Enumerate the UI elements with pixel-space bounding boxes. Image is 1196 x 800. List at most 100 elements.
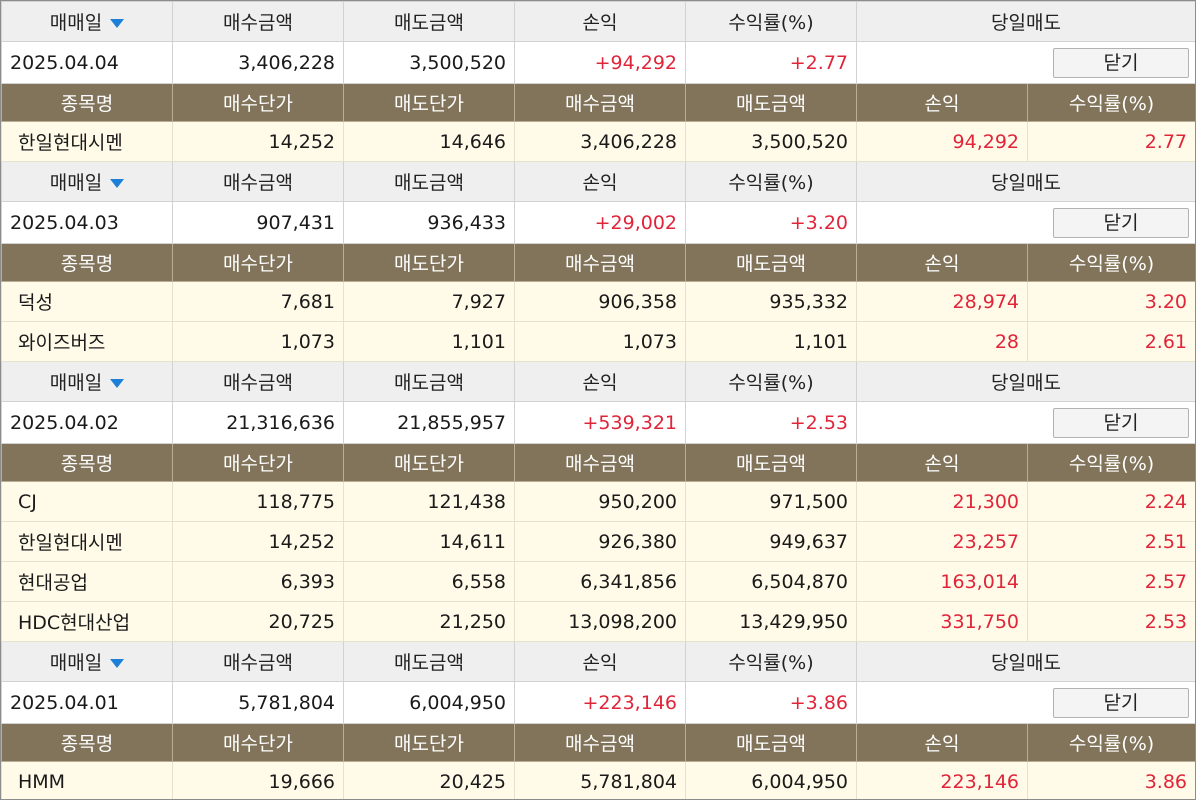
buy-price: 14,252 (268, 530, 335, 553)
stock-row[interactable]: HMM 19,666 20,425 5,781,804 6,004,950 223,146… (1, 761, 1195, 799)
return-rate-value: +2.53 (789, 411, 848, 434)
trade-date-value: 2025.04.02 (10, 411, 119, 434)
stock-row[interactable]: 한일현대시멘 14,252 14,646 3,406,228 3,500,520 94,2… (1, 121, 1195, 162)
sell-price-header-label: 매도단가 (394, 253, 464, 275)
sell-amount-value: 3,500,520 (409, 51, 506, 74)
sell-amount: 3,500,520 (751, 130, 848, 153)
sell-amount: 949,637 (769, 530, 848, 553)
same-day-sell-header: 당일매도 (855, 161, 1195, 202)
group-summary-row: 2025.04.04 3,406,228 3,500,520 +94,292 +2.77… (1, 41, 1195, 84)
stock-row[interactable]: 한일현대시멘 14,252 14,611 926,380 949,637 23,257 2.… (1, 521, 1195, 562)
sell-amount-header-label: 매도금액 (394, 12, 464, 34)
buy-amount: 5,781,804 (580, 770, 677, 793)
profit: 331,750 (940, 610, 1019, 633)
group-header-row: 매매일 매수금액 매도금액 손익 수익률(%) 당일매도 (1, 1, 1195, 42)
stock-row[interactable]: HDC현대산업 20,725 21,250 13,098,200 13,429,950 3… (1, 601, 1195, 642)
buy-amount-header: 매수금액 (172, 641, 344, 682)
stock-name-cell: 덕성 (1, 281, 173, 322)
same-day-sell-header: 당일매도 (855, 361, 1195, 402)
buy-price-cell: 6,393 (172, 561, 344, 602)
profit: 223,146 (940, 770, 1019, 793)
buy-price-header-label: 매수단가 (223, 93, 293, 115)
trade-date-sort-header[interactable]: 매매일 (1, 161, 173, 202)
buy-amount-cell: 3,406,228 (514, 121, 686, 162)
stock-name-cell: HMM (1, 761, 173, 799)
return-rate-header-label: 수익률(%) (728, 12, 814, 34)
sell-amount-value: 21,855,957 (397, 411, 506, 434)
sell-amount: 935,332 (769, 290, 848, 313)
close-button[interactable]: 닫기 (1053, 407, 1190, 438)
profit-header: 손익 (856, 83, 1028, 122)
return-rate-header-label: 수익률(%) (728, 172, 814, 194)
buy-amount-value: 5,781,804 (238, 691, 335, 714)
detail-header-row: 종목명 매수단가 매도단가 매수금액 매도금액 손익 수익률(%) (1, 243, 1195, 282)
return-rate-cell: +2.77 (685, 41, 857, 84)
profit-cell: +539,321 (514, 401, 686, 444)
trade-date-header-label: 매매일 (49, 372, 103, 394)
stock-name: HMM (18, 770, 66, 793)
stock-row[interactable]: 덕성 7,681 7,927 906,358 935,332 28,974 3.20 (1, 281, 1195, 322)
sell-amount-header: 매도금액 (343, 641, 515, 682)
return-rate: 2.61 (1144, 330, 1188, 353)
sell-amount-header: 매도금액 (685, 243, 857, 282)
stock-row[interactable]: 현대공업 6,393 6,558 6,341,856 6,504,870 163,014 2… (1, 561, 1195, 602)
return-rate-header: 수익률(%) (1026, 83, 1195, 122)
group-summary-row: 2025.04.01 5,781,804 6,004,950 +223,146 +3.8… (1, 681, 1195, 724)
profit-value: +539,321 (582, 411, 678, 434)
same-day-sell-header-label: 당일매도 (991, 372, 1061, 394)
stock-name-cell: 한일현대시멘 (1, 121, 173, 162)
buy-amount-cell: 926,380 (514, 521, 686, 562)
stock-name-header: 종목명 (1, 243, 173, 282)
return-rate: 2.24 (1144, 490, 1188, 513)
same-day-sell-header-label: 당일매도 (991, 172, 1061, 194)
profit-cell: 223,146 (856, 761, 1028, 799)
stock-name: CJ (18, 490, 37, 513)
sell-price: 14,646 (439, 130, 506, 153)
close-button[interactable]: 닫기 (1053, 47, 1190, 78)
buy-amount-cell: 13,098,200 (514, 601, 686, 642)
sell-amount-cell: 6,004,950 (685, 761, 857, 799)
stock-name: 현대공업 (18, 572, 88, 594)
buy-amount-cell: 3,406,228 (172, 41, 344, 84)
return-rate: 2.77 (1144, 130, 1188, 153)
return-rate-value: +3.20 (789, 211, 848, 234)
profit-cell: +223,146 (514, 681, 686, 724)
return-rate-cell: 2.61 (1026, 321, 1195, 362)
stock-row[interactable]: CJ 118,775 121,438 950,200 971,500 21,300 2.24 (1, 481, 1195, 522)
sort-down-icon (110, 179, 125, 188)
profit: 28 (994, 330, 1019, 353)
same-day-sell-header-label: 당일매도 (991, 12, 1061, 34)
group-header-row: 매매일 매수금액 매도금액 손익 수익률(%) 당일매도 (1, 641, 1195, 682)
return-rate-header: 수익률(%) (1026, 243, 1195, 282)
trade-date-sort-header[interactable]: 매매일 (1, 361, 173, 402)
return-rate-cell: 3.20 (1026, 281, 1195, 322)
trade-date-sort-header[interactable]: 매매일 (1, 1, 173, 42)
group-summary-row: 2025.04.03 907,431 936,433 +29,002 +3.20 닫기 (1, 201, 1195, 244)
profit-cell: 21,300 (856, 481, 1028, 522)
return-rate-header-label: 수익률(%) (1068, 93, 1155, 115)
profit-header: 손익 (514, 361, 686, 402)
trade-date-header-label: 매매일 (49, 12, 103, 34)
trade-date-cell: 2025.04.02 (1, 401, 173, 444)
buy-amount-header: 매수금액 (172, 1, 344, 42)
sell-price-cell: 14,646 (343, 121, 515, 162)
stock-row[interactable]: 와이즈버즈 1,073 1,101 1,073 1,101 28 2.61 (1, 321, 1195, 362)
stock-name-header: 종목명 (1, 723, 173, 762)
profit-cell: 28 (856, 321, 1028, 362)
sell-price-header-label: 매도단가 (394, 733, 464, 755)
sell-amount-header: 매도금액 (343, 161, 515, 202)
group-header-row: 매매일 매수금액 매도금액 손익 수익률(%) 당일매도 (1, 361, 1195, 402)
buy-price: 19,666 (268, 770, 335, 793)
trade-date-sort-header[interactable]: 매매일 (1, 641, 173, 682)
profit-cell: +29,002 (514, 201, 686, 244)
sell-price: 14,611 (439, 530, 506, 553)
close-button[interactable]: 닫기 (1053, 687, 1190, 718)
sell-amount-header-label: 매도금액 (394, 652, 464, 674)
close-button[interactable]: 닫기 (1053, 207, 1190, 238)
same-day-sell-header-label: 당일매도 (991, 652, 1061, 674)
return-rate: 2.57 (1144, 570, 1188, 593)
sell-price-cell: 1,101 (343, 321, 515, 362)
return-rate-header: 수익률(%) (1026, 443, 1195, 482)
